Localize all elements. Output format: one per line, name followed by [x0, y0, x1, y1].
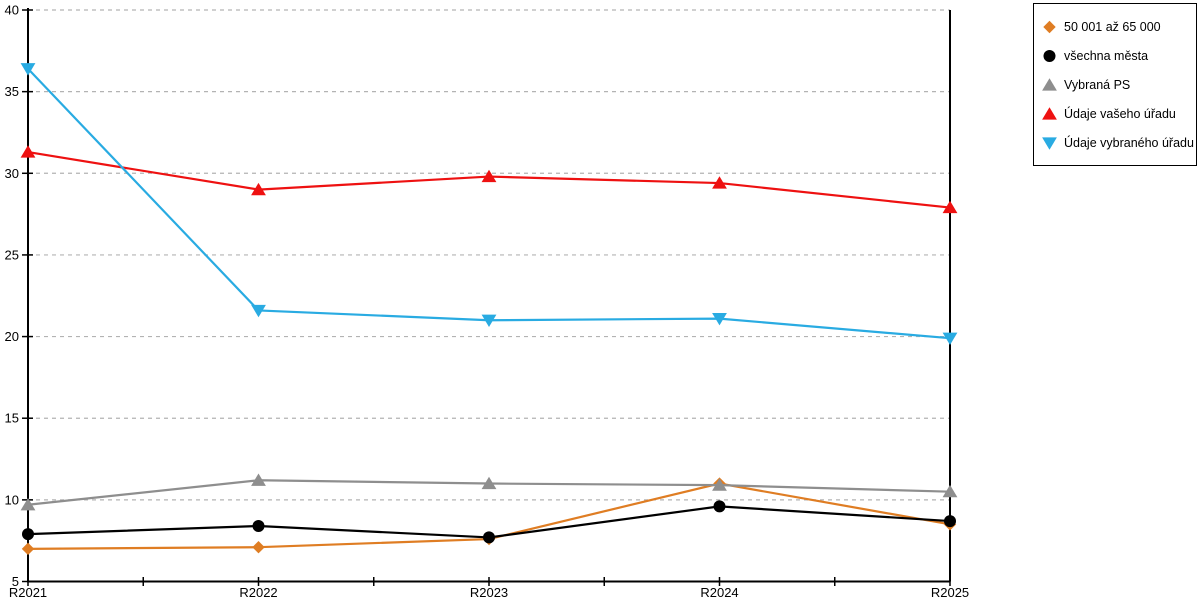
- y-axis-label: 25: [5, 247, 19, 262]
- legend-label: Vybraná PS: [1064, 77, 1131, 92]
- data-point-marker: [20, 497, 36, 511]
- data-point-marker: [483, 531, 495, 544]
- x-axis-label: R2024: [700, 585, 738, 600]
- y-axis-label: 15: [5, 411, 19, 426]
- data-point-marker: [251, 473, 266, 486]
- data-point-marker: [251, 182, 266, 196]
- data-point-marker: [712, 478, 727, 491]
- data-point-marker: [712, 176, 727, 189]
- data-point-marker: [713, 500, 726, 513]
- triangle-up-marker-icon: [1042, 78, 1057, 91]
- data-point-marker: [481, 314, 497, 328]
- y-axis-label: 10: [5, 492, 19, 507]
- legend-item: všechna města: [1042, 41, 1190, 70]
- data-point-marker: [942, 332, 958, 346]
- data-point-marker: [20, 145, 36, 158]
- legend-item: Údaje vašeho úřadu: [1042, 99, 1190, 128]
- y-axis-label: 30: [5, 166, 19, 181]
- chart-legend: 50 001 až 65 000 všechna města Vybraná PS Ú…: [1033, 3, 1197, 166]
- triangle-up-marker-icon: [1042, 107, 1057, 120]
- diamond-marker-icon: [1043, 20, 1056, 34]
- legend-item: Údaje vybraného úřadu: [1042, 128, 1194, 157]
- legend-label: 50 001 až 65 000: [1064, 19, 1161, 34]
- series-line-4: [27, 68, 951, 340]
- data-point-marker: [252, 541, 265, 554]
- data-point-marker: [481, 169, 497, 183]
- data-point-marker: [252, 519, 265, 532]
- x-axis-label: R2021: [9, 585, 47, 600]
- x-axis-label: R2023: [470, 585, 508, 600]
- legend-item: 50 001 až 65 000: [1042, 12, 1190, 41]
- legend-label: všechna města: [1064, 48, 1149, 63]
- y-axis-label: 35: [5, 84, 19, 99]
- data-point-marker: [481, 476, 497, 490]
- data-point-marker: [942, 200, 958, 214]
- legend-label: Údaje vašeho úřadu: [1064, 106, 1176, 121]
- data-point-marker: [20, 63, 36, 76]
- x-axis-label: R2025: [931, 585, 969, 600]
- data-point-marker: [251, 304, 266, 318]
- y-axis-label: 20: [5, 329, 19, 344]
- circle-marker-icon: [1043, 50, 1056, 62]
- legend-label: Údaje vybraného úřadu: [1064, 135, 1194, 150]
- data-point-marker: [944, 515, 956, 528]
- data-point-marker: [21, 542, 35, 556]
- legend-item: Vybraná PS: [1042, 70, 1190, 99]
- x-axis-label: R2022: [239, 585, 277, 600]
- data-point-marker: [942, 484, 958, 498]
- data-point-marker: [22, 528, 34, 541]
- triangle-down-marker-icon: [1042, 137, 1057, 150]
- data-point-marker: [712, 313, 727, 326]
- y-axis-label: 40: [5, 3, 19, 18]
- y-axis-label: 5: [12, 574, 19, 589]
